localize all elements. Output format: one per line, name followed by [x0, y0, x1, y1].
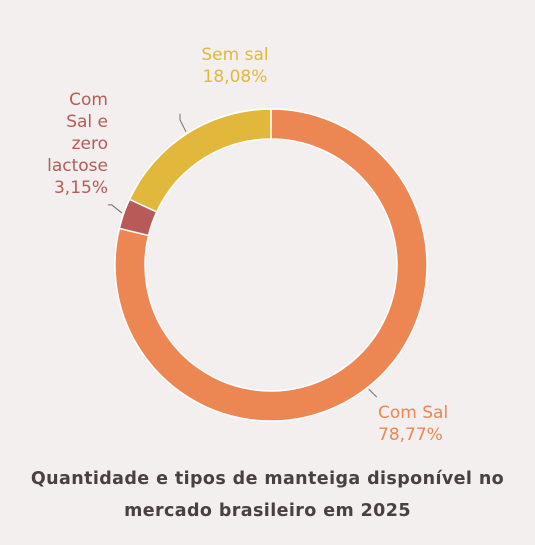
- slice-com-sal: [114, 108, 428, 422]
- slice-sem-sal: [128, 108, 272, 213]
- label-sem-sal-name: Sem sal: [201, 45, 269, 65]
- donut-chart: [107, 108, 428, 422]
- label-zero-lactose: Com Sal e zero lactose 3,15%: [18, 89, 108, 199]
- label-zero-lactose-line4: lactose: [47, 156, 108, 176]
- label-com-sal-value: 78,77%: [378, 425, 443, 445]
- label-sem-sal: Sem sal 18,08%: [190, 44, 280, 88]
- leader-zero-lactose: [107, 204, 123, 214]
- leader-lines: [107, 113, 378, 398]
- caption-line1: Quantidade e tipos de manteiga disponíve…: [30, 469, 505, 489]
- label-sem-sal-value: 18,08%: [202, 67, 268, 87]
- slices-group: [114, 108, 428, 422]
- label-zero-lactose-line3: zero: [71, 134, 108, 154]
- label-zero-lactose-line1: Com: [69, 90, 108, 110]
- caption-line2: mercado brasileiro em 2025: [124, 501, 411, 521]
- chart-caption: Quantidade e tipos de manteiga disponíve…: [0, 463, 535, 527]
- label-com-sal: Com Sal 78,77%: [378, 402, 488, 446]
- label-zero-lactose-value: 3,15%: [53, 178, 108, 198]
- label-com-sal-name: Com Sal: [378, 403, 449, 423]
- leader-sem-sal: [179, 113, 187, 133]
- label-zero-lactose-line2: Sal e: [66, 112, 108, 132]
- leader-com-sal: [368, 388, 378, 398]
